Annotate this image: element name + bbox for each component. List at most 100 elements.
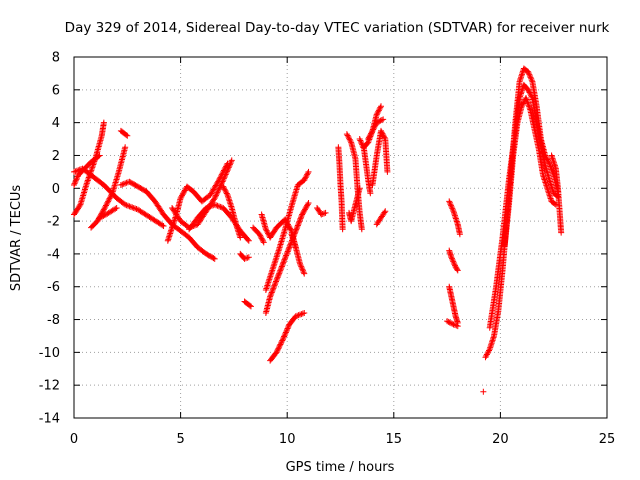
marker-arc-n	[268, 290, 275, 297]
marker-arc-ad	[451, 322, 458, 329]
marker-arc-b-up	[71, 181, 77, 188]
marker-arc-g	[220, 177, 227, 184]
marker-arc-n	[301, 206, 308, 213]
marker-arc-af	[484, 350, 491, 357]
marker-arc-n	[277, 267, 284, 274]
marker-arc-p	[282, 330, 289, 337]
marker-arc-c-flat	[99, 213, 106, 220]
marker-arc-ag	[525, 88, 532, 95]
plot-frame	[73, 56, 608, 419]
marker-arc-g	[228, 158, 235, 165]
marker-arc-g	[227, 160, 234, 167]
marker-arc-g	[221, 174, 228, 181]
marker-arc-w	[375, 108, 382, 115]
marker-arc-p	[295, 312, 302, 319]
marker-arc-ab	[451, 261, 458, 268]
marker-arc-ab	[448, 255, 455, 262]
marker-arc-g	[214, 188, 221, 195]
marker-arc-ab	[452, 262, 459, 269]
marker-arc-o	[304, 170, 311, 177]
marker-arc-e	[117, 181, 124, 188]
marker-arc-i	[223, 190, 230, 197]
marker-arc-n	[271, 282, 278, 289]
marker-arc-c-flat	[113, 204, 120, 211]
marker-arc-af	[482, 354, 489, 361]
marker-arc-n	[284, 249, 291, 256]
marker-arc-t	[343, 131, 350, 138]
marker-arc-n	[296, 218, 303, 225]
marker-arc-h	[203, 204, 210, 211]
marker-arc-n	[273, 278, 280, 285]
marker-arc-n	[268, 289, 275, 296]
y-tick-label: 8	[52, 51, 60, 66]
marker-arc-n	[297, 215, 304, 222]
marker-arc-ah	[518, 103, 525, 110]
marker-arc-h	[213, 202, 220, 209]
marker-arc-v	[357, 137, 364, 144]
marker-arc-af	[485, 348, 492, 355]
marker-arc-o	[301, 175, 308, 182]
marker-arc-t	[347, 137, 354, 144]
marker-arc-r	[321, 210, 328, 217]
marker-arc-m	[287, 225, 294, 232]
marker-arc-g	[224, 167, 231, 174]
marker-arc-p	[280, 334, 287, 341]
marker-arc-p	[281, 333, 288, 340]
marker-arc-n	[269, 286, 276, 293]
marker-arc-a-down	[71, 168, 77, 175]
marker-arc-aa	[446, 198, 453, 205]
marker-arc-g	[212, 193, 219, 200]
marker-arc-ah	[522, 95, 529, 102]
marker-arc-h	[204, 204, 211, 211]
x-tick-label: 5	[176, 432, 184, 447]
marker-arc-q	[300, 267, 307, 274]
marker-arc-i	[220, 184, 227, 191]
marker-arc-j	[244, 254, 251, 261]
marker-arc-ad	[453, 322, 460, 329]
marker-arc-i	[222, 187, 229, 194]
marker-arc-af	[526, 71, 533, 78]
marker-arc-f	[179, 191, 186, 198]
marker-arc-l	[257, 232, 264, 239]
marker-arc-n	[304, 201, 311, 208]
marker-arc-q	[299, 266, 306, 273]
marker-arc-l	[258, 235, 265, 242]
marker-arc-q	[300, 269, 307, 276]
marker-arc-n	[301, 207, 308, 214]
marker-arc-u	[356, 185, 363, 192]
marker-arc-h	[211, 201, 218, 208]
marker-arc-y	[376, 118, 383, 125]
marker-arc-e	[210, 255, 217, 262]
marker-arc-n	[275, 273, 282, 280]
marker-arc-p	[279, 336, 286, 343]
marker-arc-y	[375, 118, 382, 125]
marker-arc-l	[257, 233, 264, 240]
marker-arc-g	[215, 186, 222, 193]
marker-arc-a-up	[88, 165, 95, 172]
marker-arc-y	[370, 125, 377, 132]
marker-arc-c-up	[104, 199, 111, 206]
marker-arc-p	[274, 346, 281, 353]
marker-arc-g	[226, 161, 233, 168]
marker-arc-c-up	[105, 198, 112, 205]
marker-arc-p	[284, 325, 291, 332]
marker-arc-af	[526, 72, 533, 79]
marker-arc-g	[223, 170, 230, 177]
marker-arc-a-down	[132, 205, 139, 212]
y-tick-label: -12	[39, 379, 60, 394]
marker-arc-ab	[450, 258, 457, 265]
marker-arc-p	[282, 329, 289, 336]
marker-arc-n	[299, 211, 306, 218]
marker-arc-r	[322, 209, 329, 216]
marker-arc-e	[122, 180, 129, 187]
marker-arc-q	[301, 270, 308, 277]
marker-arc-g	[214, 189, 221, 196]
y-axis-label: SDTVAR / TECUs	[9, 185, 24, 292]
marker-arc-m	[287, 226, 294, 233]
marker-arc-y	[367, 131, 374, 138]
marker-arc-ag	[526, 89, 533, 96]
marker-arc-af	[483, 352, 490, 359]
marker-arc-c-up	[122, 144, 129, 151]
marker-arc-n	[267, 293, 274, 300]
